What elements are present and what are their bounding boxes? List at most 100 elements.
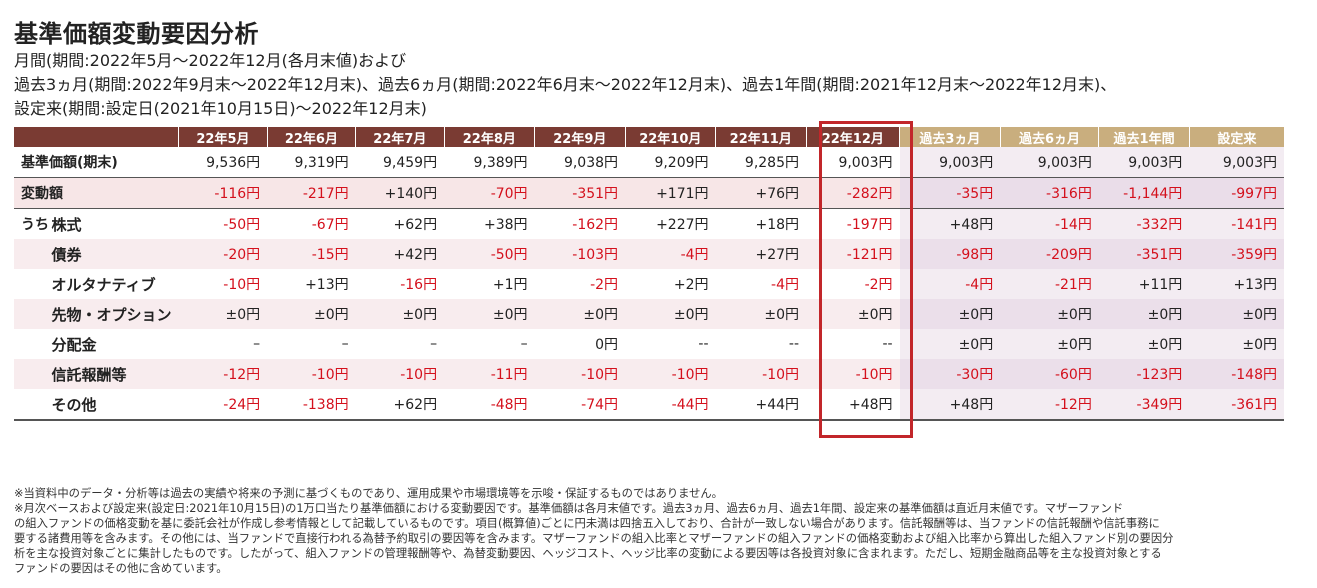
- table-row: うち 株式 -50円 -67円 +62円 +38円 -162円 +227円 +18円 -197円 +…: [14, 208, 1284, 239]
- table-cell: 9,003円: [1000, 147, 1099, 178]
- table-cell: -1,144円: [1098, 177, 1190, 209]
- table-cell: –: [253, 336, 261, 352]
- table-cell: ±0円: [355, 299, 445, 329]
- table-row: オルタナティブ -10円 +13円 -16円 +1円 -2円 +2円 -4円 -2円 -4円 -21…: [14, 269, 1284, 299]
- table-cell: -74円: [534, 389, 626, 421]
- header-col: 22年8月: [443, 127, 535, 147]
- header-col: 設定来: [1188, 127, 1284, 147]
- table-row: 基準価額(期末) 9,536円 9,319円 9,459円 9,389円 9,038円 9,…: [14, 147, 1284, 178]
- table-cell: -282円: [806, 177, 900, 209]
- row-label: その他: [44, 389, 179, 421]
- table-cell: -20円: [178, 239, 268, 269]
- row-label: オルタナティブ: [51, 275, 156, 294]
- table-cell: 9,003円: [806, 147, 900, 178]
- table-cell: +227円: [656, 217, 709, 233]
- row-label: 株式: [51, 215, 82, 234]
- header-col: 22年6月: [266, 127, 356, 147]
- footnote-line: 析を主な投資対象ごとに集計したものです。したがって、組入ファンドの管理報酬等や、…: [14, 547, 1162, 560]
- table-cell: -60円: [1000, 359, 1099, 389]
- table-cell: +13円: [305, 277, 349, 293]
- table-cell: +62円: [393, 217, 438, 233]
- table-cell: -2円: [864, 277, 893, 293]
- table-cell: -138円: [267, 389, 356, 421]
- subtitle-line-3: 設定来(期間:設定日(2021年10月15日)～2022年12月末): [14, 99, 427, 118]
- header-col: 過去3ヵ月: [899, 127, 1001, 147]
- header-col: 22年5月: [178, 127, 268, 147]
- table-cell: -10円: [267, 359, 356, 389]
- table-cell: 9,459円: [355, 147, 445, 178]
- table-cell: -10円: [625, 359, 716, 389]
- table-cell: -98円: [899, 239, 1001, 269]
- table-cell: -10円: [223, 277, 261, 293]
- table-cell: -332円: [1098, 208, 1190, 239]
- table-cell: -48円: [444, 389, 535, 421]
- table-cell: -148円: [1189, 359, 1284, 389]
- row-label: 信託報酬等: [44, 359, 179, 389]
- table-cell: -316円: [1000, 177, 1099, 209]
- table-cell: +48円: [899, 389, 1001, 421]
- table-cell: -361円: [1189, 389, 1284, 421]
- table-cell: +62円: [355, 389, 445, 421]
- table-cell: 9,536円: [178, 147, 268, 178]
- table-cell: ±0円: [1000, 299, 1099, 329]
- table-cell: -162円: [572, 217, 619, 233]
- table-cell: +2円: [673, 277, 709, 293]
- table-cell: -30円: [899, 359, 1001, 389]
- page-title: 基準価額変動要因分析: [14, 20, 259, 48]
- table-row: 分配金 – – – –0円 -- -- -- ±0円 ±0円 ±0円 ±0円: [14, 329, 1284, 359]
- table-cell: -351円: [534, 177, 626, 209]
- table-cell: ±0円: [1189, 329, 1284, 359]
- table-cell: ±0円: [267, 299, 356, 329]
- row-label: 分配金: [51, 335, 97, 354]
- table-cell: 9,389円: [444, 147, 535, 178]
- prefix-spacer: [14, 269, 45, 299]
- table-cell: ±0円: [715, 299, 807, 329]
- table-cell: +44円: [715, 389, 807, 421]
- table-cell: +11円: [1098, 269, 1190, 299]
- table-cell: -70円: [444, 177, 535, 209]
- table-cell: -116円: [178, 177, 268, 209]
- header-col: 過去1年間: [1098, 127, 1190, 147]
- table-cell: -2円: [590, 277, 619, 293]
- table-cell: -67円: [311, 217, 349, 233]
- table-cell: 9,003円: [1189, 147, 1284, 178]
- table-cell: –: [520, 336, 528, 352]
- table-cell: -141円: [1189, 208, 1284, 239]
- table-cell: -12円: [178, 359, 268, 389]
- table-cell: 0円: [595, 337, 619, 353]
- table-cell: -209円: [1000, 239, 1099, 269]
- header-col: 22年10月: [624, 127, 716, 147]
- subtitle-line-2: 過去3ヵ月(期間:2022年9月末～2022年12月末)、過去6ヵ月(期間:20…: [14, 75, 1117, 94]
- table-cell: +140円: [355, 177, 445, 209]
- table-row: 債券 -20円 -15円 +42円 -50円 -103円 -4円 +27円 -121円 -98円 -…: [14, 239, 1284, 269]
- table-row: 変動額 -116円 -217円 +140円 -70円 -351円 +171円 +76円 -282…: [14, 177, 1284, 209]
- table-cell: ±0円: [444, 299, 535, 329]
- table-cell: -10円: [355, 359, 445, 389]
- header-col: 22年7月: [355, 127, 445, 147]
- table-cell: -103円: [534, 239, 626, 269]
- table-cell: -197円: [846, 217, 893, 233]
- table-cell: ±0円: [625, 299, 716, 329]
- table-cell: -14円: [1000, 208, 1099, 239]
- attribution-table: 22年5月 22年6月 22年7月 22年8月 22年9月 22年10月 22年…: [14, 127, 1284, 421]
- prefix-spacer: [14, 329, 45, 359]
- table-cell: ±0円: [1000, 329, 1099, 359]
- table-cell: -10円: [534, 359, 626, 389]
- footnote-line: 要する諸費用等を含みます。その他には、当ファンドで直接行われる為替予約取引の要因…: [14, 532, 1174, 545]
- table-cell: -50円: [223, 217, 261, 233]
- table-cell: +42円: [355, 239, 445, 269]
- prefix-spacer: [14, 239, 45, 269]
- table-cell: -217円: [267, 177, 356, 209]
- table-cell: ±0円: [1189, 299, 1284, 329]
- table-cell: +48円: [899, 208, 1001, 239]
- table-row: 信託報酬等 -12円 -10円 -10円 -11円 -10円 -10円 -10円 -10円 -30…: [14, 359, 1284, 389]
- table-cell: 9,003円: [899, 147, 1001, 178]
- table-cell: ±0円: [899, 329, 1001, 359]
- table-cell: -10円: [806, 359, 900, 389]
- table-cell: +48円: [806, 389, 900, 421]
- subtitle-line-1: 月間(期間:2022年5月～2022年12月(各月末値)および: [14, 51, 407, 70]
- footnote-line: ※当資料中のデータ・分析等は過去の実績や将来の予測に基づくものであり、運用成果や…: [14, 487, 723, 500]
- table-cell: +1円: [492, 277, 528, 293]
- header-row: 22年5月 22年6月 22年7月 22年8月 22年9月 22年10月 22年…: [14, 127, 1284, 147]
- footnote-line: ※月次ベースおよび設定来(設定日:2021年10月15日)の1万口当たり基準価額…: [14, 502, 1124, 515]
